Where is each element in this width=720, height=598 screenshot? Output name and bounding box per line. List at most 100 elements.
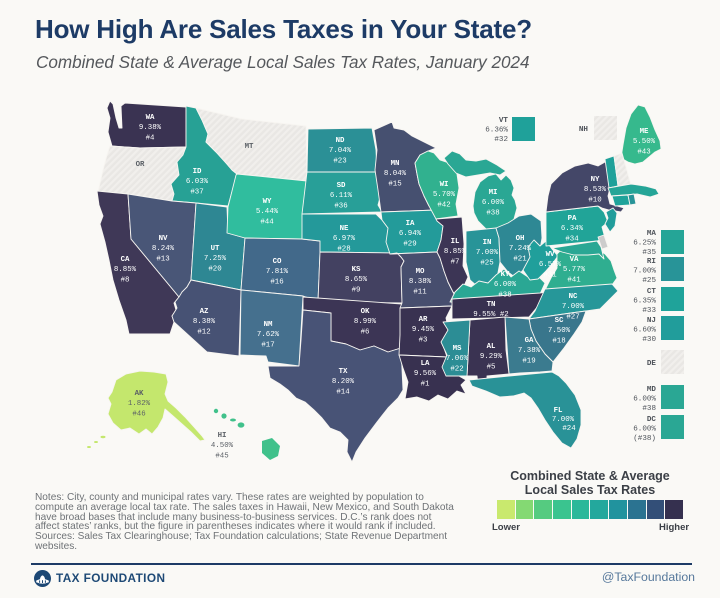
svg-text:6.00%: 6.00%	[482, 199, 505, 207]
svg-text:IA: IA	[406, 220, 415, 228]
svg-text:6.34%: 6.34%	[561, 225, 584, 233]
svg-text:KY: KY	[501, 271, 510, 279]
svg-text:9.55% #2: 9.55% #2	[473, 311, 508, 319]
svg-text:SC: SC	[555, 317, 564, 325]
svg-text:DE: DE	[647, 360, 657, 368]
svg-text:#16: #16	[270, 278, 283, 286]
svg-text:#12: #12	[197, 328, 210, 336]
svg-text:ME: ME	[640, 128, 649, 136]
svg-text:LA: LA	[421, 360, 430, 368]
svg-text:IN: IN	[483, 239, 492, 247]
svg-text:DC: DC	[647, 416, 657, 424]
svg-text:CT: CT	[647, 288, 657, 296]
svg-text:#6: #6	[361, 328, 370, 336]
svg-text:MI: MI	[489, 189, 498, 197]
svg-text:4.50%: 4.50%	[211, 442, 234, 450]
svg-text:ID: ID	[193, 168, 202, 176]
svg-text:#38: #38	[642, 405, 656, 413]
svg-text:#25: #25	[480, 259, 493, 267]
svg-text:#20: #20	[208, 265, 221, 273]
svg-text:6.36%: 6.36%	[485, 126, 508, 134]
svg-text:#4: #4	[146, 134, 155, 142]
svg-text:(#38): (#38)	[633, 435, 656, 443]
svg-text:8.04%: 8.04%	[384, 170, 407, 178]
svg-text:8.38%: 8.38%	[193, 318, 216, 326]
svg-text:#30: #30	[642, 336, 656, 344]
svg-text:TN: TN	[487, 301, 496, 309]
svg-text:6.60%: 6.60%	[633, 326, 656, 334]
svg-text:5.50%: 5.50%	[633, 138, 656, 146]
svg-text:8.38%: 8.38%	[409, 278, 432, 286]
svg-text:OH: OH	[516, 235, 525, 243]
svg-text:NV: NV	[159, 235, 168, 243]
svg-text:7.00%: 7.00%	[562, 303, 585, 311]
svg-text:WY: WY	[263, 198, 272, 206]
svg-text:8.53%: 8.53%	[584, 186, 607, 194]
svg-text:WA: WA	[146, 114, 155, 122]
svg-text:8.85%: 8.85%	[444, 248, 467, 256]
svg-text:#8: #8	[121, 276, 130, 284]
svg-text:NE: NE	[340, 225, 349, 233]
svg-text:#3: #3	[419, 336, 428, 344]
svg-text:8.24%: 8.24%	[152, 245, 175, 253]
svg-text:#38: #38	[486, 209, 499, 217]
svg-text:NM: NM	[264, 321, 273, 329]
svg-text:9.29%: 9.29%	[480, 353, 503, 361]
svg-text:NC: NC	[569, 293, 578, 301]
svg-text:6.00%: 6.00%	[633, 425, 656, 433]
svg-text:#38: #38	[498, 291, 511, 299]
svg-text:NH: NH	[579, 126, 589, 134]
svg-text:6.00%: 6.00%	[494, 281, 517, 289]
svg-text:#13: #13	[156, 255, 169, 263]
svg-text:#24: #24	[562, 425, 576, 433]
svg-text:6.25%: 6.25%	[633, 239, 656, 247]
svg-text:8.99%: 8.99%	[354, 318, 377, 326]
svg-text:#27: #27	[566, 313, 579, 321]
svg-text:6.00%: 6.00%	[633, 395, 656, 403]
svg-text:OR: OR	[136, 161, 145, 169]
svg-text:#25: #25	[642, 277, 656, 285]
svg-text:7.00%: 7.00%	[633, 267, 656, 275]
svg-text:#29: #29	[403, 240, 416, 248]
svg-text:#11: #11	[413, 288, 427, 296]
svg-text:#46: #46	[132, 410, 145, 418]
svg-text:6.03%: 6.03%	[186, 178, 209, 186]
svg-text:7.24%: 7.24%	[509, 245, 532, 253]
svg-text:MS: MS	[453, 345, 462, 353]
svg-text:#15: #15	[388, 180, 401, 188]
svg-text:AR: AR	[419, 316, 428, 324]
svg-text:8.85%: 8.85%	[114, 266, 137, 274]
svg-text:AK: AK	[135, 390, 144, 398]
svg-text:9.56%: 9.56%	[414, 370, 437, 378]
svg-text:#5: #5	[487, 363, 496, 371]
svg-text:1.82%: 1.82%	[128, 400, 151, 408]
svg-text:#43: #43	[637, 148, 650, 156]
svg-text:#31: #31	[543, 271, 557, 279]
svg-text:7.81%: 7.81%	[266, 268, 289, 276]
svg-text:8.65%: 8.65%	[345, 276, 368, 284]
svg-text:9.45%: 9.45%	[412, 326, 435, 334]
svg-text:#22: #22	[450, 365, 463, 373]
svg-text:6.11%: 6.11%	[330, 192, 353, 200]
svg-text:MD: MD	[647, 386, 657, 394]
svg-text:6.35%: 6.35%	[633, 297, 656, 305]
svg-text:HI: HI	[218, 432, 227, 440]
svg-text:MT: MT	[245, 143, 254, 151]
svg-text:#45: #45	[215, 452, 228, 460]
svg-text:#17: #17	[261, 341, 274, 349]
svg-text:#41: #41	[567, 276, 581, 284]
svg-text:9.38%: 9.38%	[139, 124, 162, 132]
svg-text:FL: FL	[554, 407, 563, 415]
svg-text:7.06%: 7.06%	[446, 355, 469, 363]
svg-text:#1: #1	[421, 380, 430, 388]
svg-text:#35: #35	[642, 249, 656, 257]
svg-text:7.50%: 7.50%	[548, 327, 571, 335]
svg-text:NY: NY	[591, 176, 600, 184]
svg-text:#28: #28	[337, 245, 350, 253]
svg-text:MO: MO	[416, 268, 425, 276]
svg-text:#34: #34	[565, 235, 579, 243]
svg-text:RI: RI	[647, 258, 656, 266]
svg-text:CA: CA	[121, 256, 130, 264]
svg-text:#10: #10	[588, 196, 601, 204]
svg-text:5.77%: 5.77%	[563, 266, 586, 274]
